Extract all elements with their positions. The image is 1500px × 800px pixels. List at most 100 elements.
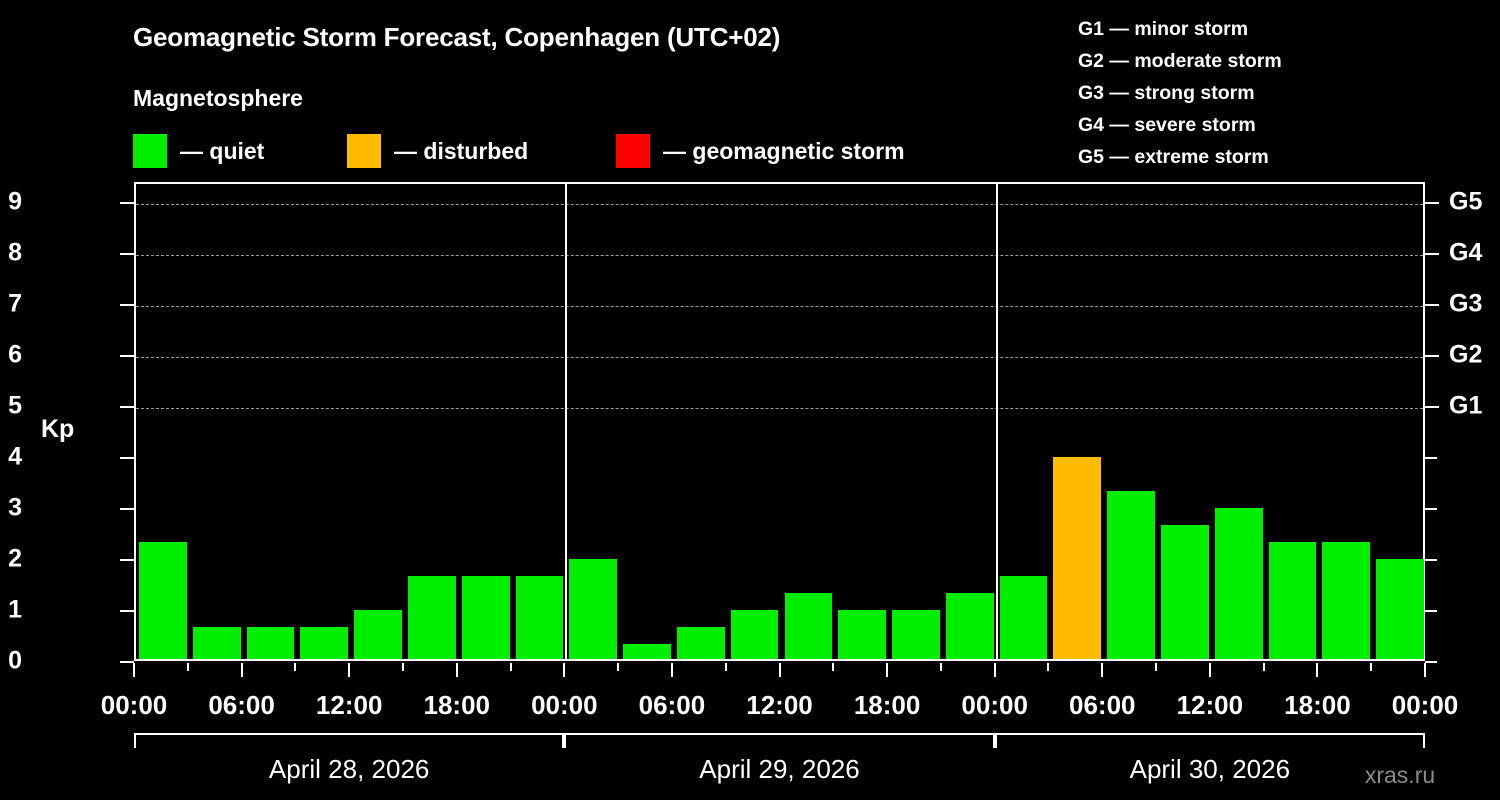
y-tick-label-7: 7 (8, 289, 22, 318)
x-tick-label-0: 00:00 (100, 690, 168, 720)
x-tick-mark-4 (348, 663, 351, 677)
g-tick-mark-G5 (1425, 202, 1439, 205)
day-label-1: April 28, 2026 (268, 754, 430, 784)
y-tick-label-1: 1 (8, 595, 22, 624)
x-tick-label-12: 00:00 (1391, 690, 1459, 720)
bar (945, 593, 994, 659)
storm-legend-swatch-icon (616, 134, 650, 168)
bar (676, 626, 725, 659)
x-tick-minor-9 (617, 663, 620, 671)
gridline-kp-5 (136, 408, 1423, 410)
y-tick-label-4: 4 (8, 442, 22, 471)
bar (838, 610, 887, 659)
g-legend-row-5: G5 — extreme storm (1078, 146, 1269, 168)
quiet-legend-swatch-icon (133, 134, 167, 168)
x-tick-label-11: 18:00 (1284, 690, 1351, 720)
x-tick-mark-22 (1316, 663, 1319, 677)
g-tick-label-G1: G1 (1449, 391, 1483, 420)
bar (300, 626, 349, 659)
g-legend-row-2: G2 — moderate storm (1078, 50, 1282, 72)
bar (999, 575, 1048, 659)
x-tick-minor-15 (939, 663, 942, 671)
bar (246, 626, 295, 659)
quiet-legend-text: — quiet (180, 137, 265, 164)
bar (569, 559, 618, 659)
page-title: Geomagnetic Storm Forecast, Copenhagen (… (133, 22, 781, 52)
disturbed-legend-text: — disturbed (394, 137, 529, 164)
x-tick-mark-0 (133, 663, 135, 677)
bar (139, 542, 187, 659)
x-tick-minor-5 (401, 663, 404, 671)
x-tick-minor-13 (832, 663, 835, 671)
x-tick-label-5: 06:00 (638, 690, 706, 720)
bar (461, 575, 510, 659)
x-tick-minor-11 (724, 663, 727, 671)
g-tick-label-G3: G3 (1449, 289, 1483, 318)
bar (515, 575, 564, 659)
y-axis-title: Kp (41, 415, 75, 443)
g-tick-mark-G3 (1425, 304, 1439, 307)
x-tick-mark-14 (886, 663, 889, 677)
bar (784, 593, 833, 659)
day-bracket-1 (134, 733, 565, 748)
x-tick-minor-23 (1370, 663, 1373, 671)
g-tick-minor-0 (1425, 661, 1437, 663)
x-tick-mark-10 (670, 663, 673, 677)
y-tick-label-8: 8 (8, 238, 22, 267)
plot-area (134, 182, 1425, 661)
bar (892, 610, 940, 659)
x-tick-label-10: 12:00 (1176, 690, 1244, 720)
disturbed-legend-swatch-icon (347, 134, 381, 168)
x-tick-label-7: 18:00 (853, 690, 921, 720)
disturbed-legend: — disturbed (347, 132, 528, 170)
x-tick-label-3: 18:00 (423, 690, 491, 720)
bar (1214, 508, 1263, 659)
x-tick-mark-2 (240, 663, 243, 677)
bar (623, 644, 671, 659)
g-legend-row-4: G4 — severe storm (1078, 114, 1256, 136)
y-tick-mark-0 (120, 661, 134, 663)
x-tick-mark-6 (455, 663, 458, 677)
bar (1322, 542, 1371, 659)
g-tick-minor-3 (1425, 508, 1437, 511)
x-tick-minor-3 (294, 663, 297, 671)
x-tick-mark-12 (778, 663, 781, 677)
y-tick-mark-4 (120, 457, 134, 460)
y-tick-mark-6 (120, 355, 134, 358)
day-divider-2 (995, 184, 998, 659)
g-legend-row-3: G3 — strong storm (1078, 82, 1255, 104)
bar (1268, 542, 1317, 659)
x-tick-label-2: 12:00 (315, 690, 383, 720)
y-tick-mark-5 (120, 406, 134, 409)
g-tick-mark-G2 (1425, 355, 1439, 358)
y-tick-label-0: 0 (8, 646, 22, 675)
bar (192, 626, 241, 659)
g-tick-minor-1 (1425, 610, 1437, 613)
bar (1107, 491, 1156, 659)
storm-legend: — geomagnetic storm (616, 132, 905, 170)
day-divider-1 (565, 184, 568, 659)
gridline-kp-7 (136, 306, 1423, 308)
bar (407, 575, 456, 659)
bar (1376, 559, 1424, 659)
y-tick-label-9: 9 (8, 187, 22, 216)
magnetosphere-section-label: Magnetosphere (133, 85, 303, 111)
x-tick-label-6: 12:00 (746, 690, 813, 720)
g-tick-label-G5: G5 (1449, 187, 1483, 216)
y-tick-mark-8 (120, 253, 134, 256)
y-tick-mark-2 (120, 559, 134, 562)
g-tick-label-G4: G4 (1449, 238, 1483, 267)
storm-legend-text: — geomagnetic storm (663, 137, 905, 164)
g-tick-label-G2: G2 (1449, 340, 1483, 369)
x-tick-minor-17 (1047, 663, 1050, 671)
x-tick-minor-7 (509, 663, 512, 671)
x-tick-mark-18 (1101, 663, 1104, 677)
day-label-2: April 29, 2026 (699, 754, 860, 784)
day-bracket-2 (564, 733, 995, 748)
y-tick-mark-9 (120, 202, 134, 205)
x-tick-mark-16 (993, 663, 996, 677)
quiet-legend: — quiet (133, 132, 264, 170)
x-tick-label-1: 06:00 (208, 690, 275, 720)
x-tick-mark-8 (563, 663, 566, 677)
